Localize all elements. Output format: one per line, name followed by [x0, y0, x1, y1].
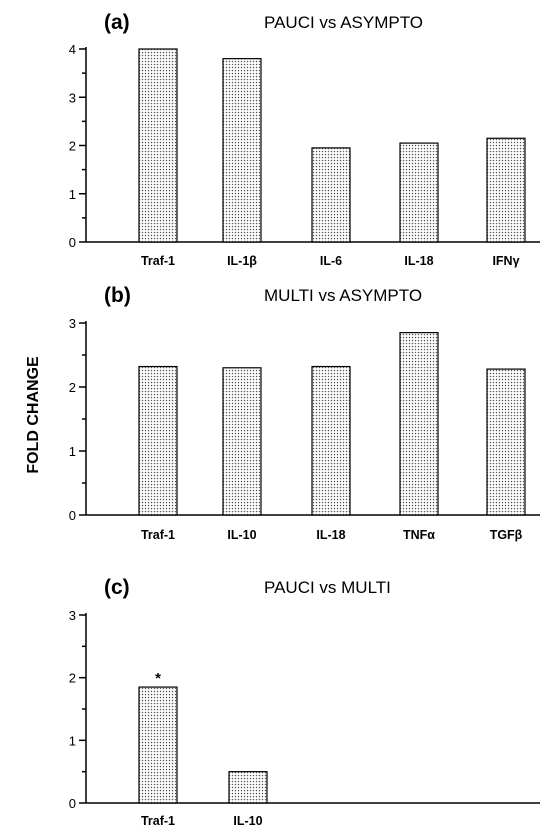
x-tick-label: IFNγ [492, 254, 519, 268]
y-tick-label: 0 [69, 796, 76, 811]
panels: (a) PAUCI vs ASYMPTO 0 1 2 3 4 Traf-1 IL-1β IL-6 I… [69, 11, 540, 828]
panel-title: PAUCI vs MULTI [264, 578, 391, 597]
x-tick-label: Traf-1 [141, 528, 175, 542]
bar-il-18 [400, 143, 438, 242]
y-tick-label: 0 [69, 508, 76, 523]
bar-ifn- [487, 138, 525, 242]
x-tick-label: Traf-1 [141, 814, 175, 828]
x-tick-label: IL-18 [316, 528, 345, 542]
y-tick-label: 4 [69, 42, 76, 57]
significance-annotation: * [155, 670, 161, 687]
y-tick-label: 3 [69, 316, 76, 331]
bar-traf-1 [139, 687, 177, 803]
bar-il-10 [223, 368, 261, 515]
y-tick-label: 0 [69, 235, 76, 250]
bar-il-1- [223, 59, 261, 242]
y-tick-label: 3 [69, 608, 76, 623]
panel-title: MULTI vs ASYMPTO [264, 286, 422, 305]
y-tick-label: 1 [69, 444, 76, 459]
bar-il-10 [229, 772, 267, 803]
bar-il-18 [312, 367, 350, 515]
y-tick-label: 3 [69, 90, 76, 105]
panel-label: (b) [104, 284, 131, 307]
y-axis-label: FOLD CHANGE [25, 356, 42, 474]
x-tick-label: IL-18 [404, 254, 433, 268]
x-tick-label: IL-1β [227, 254, 257, 268]
x-tick-label: Traf-1 [141, 254, 175, 268]
y-tick-label: 2 [69, 139, 76, 154]
panel-c: (c) PAUCI vs MULTI 0 1 2 3 Traf-1 IL-10 * [69, 576, 540, 828]
x-tick-label: TNFα [403, 528, 435, 542]
panel-b: (b) MULTI vs ASYMPTO 0 1 2 3 Traf-1 IL-10 IL-18 T… [69, 284, 540, 542]
x-tick-label: TGFβ [490, 528, 523, 542]
x-tick-label: IL-10 [233, 814, 262, 828]
bar-tnf- [400, 333, 438, 515]
panel-a: (a) PAUCI vs ASYMPTO 0 1 2 3 4 Traf-1 IL-1β IL-6 I… [69, 11, 540, 268]
panel-label: (c) [104, 576, 130, 599]
y-tick-label: 2 [69, 671, 76, 686]
bar-traf-1 [139, 49, 177, 242]
x-tick-label: IL-6 [320, 254, 342, 268]
y-tick-label: 1 [69, 187, 76, 202]
bar-il-6 [312, 148, 350, 242]
x-tick-label: IL-10 [227, 528, 256, 542]
panel-label: (a) [104, 11, 130, 34]
bar-tgf- [487, 369, 525, 515]
y-tick-label: 2 [69, 380, 76, 395]
bar-traf-1 [139, 367, 177, 515]
panel-title: PAUCI vs ASYMPTO [264, 13, 423, 32]
y-tick-label: 1 [69, 733, 76, 748]
